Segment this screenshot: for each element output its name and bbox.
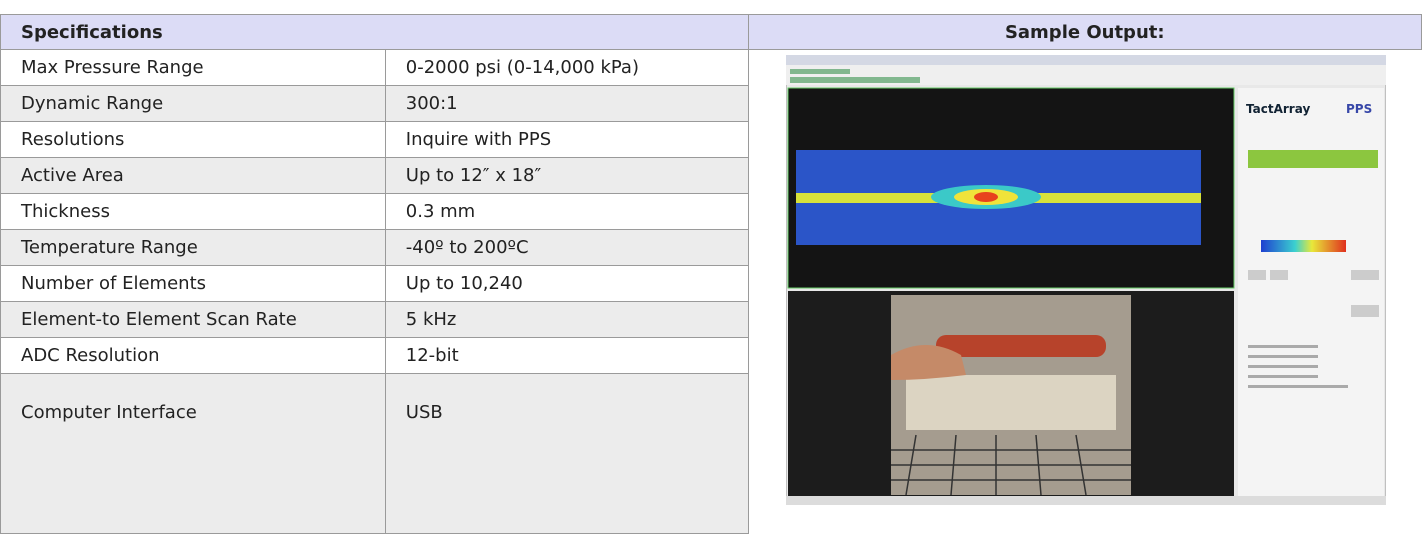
spec-name: Max Pressure Range [0, 49, 386, 86]
spec-value: Up to 10,240 [384, 265, 749, 302]
header-row: Specifications Sample Output: [0, 14, 1422, 50]
spec-row: Number of Elements Up to 10,240 [0, 265, 1422, 302]
spec-name: Active Area [0, 157, 386, 194]
spec-row: ADC Resolution 12-bit [0, 337, 1422, 374]
spec-row: Resolutions Inquire with PPS [0, 121, 1422, 158]
spec-row: Dynamic Range 300:1 [0, 85, 1422, 122]
spec-row: Computer Interface USB [0, 373, 1422, 534]
spec-value: Inquire with PPS [384, 121, 749, 158]
spec-value: 5 kHz [384, 301, 749, 338]
app-title: TactArray [1246, 102, 1310, 116]
spec-value: -40º to 200ºC [384, 229, 749, 266]
sample-output-image: TactArray PPS [786, 55, 1386, 505]
logo: PPS [1346, 102, 1372, 116]
spec-row: Element-to Element Scan Rate 5 kHz [0, 301, 1422, 338]
spec-value: 12-bit [384, 337, 749, 374]
spec-name: Computer Interface [0, 373, 386, 534]
spec-name: ADC Resolution [0, 337, 386, 374]
spec-value: 0-2000 psi (0-14,000 kPa) [384, 49, 749, 86]
spec-row: Thickness 0.3 mm [0, 193, 1422, 230]
header-cell: Sample Output: [747, 14, 1422, 50]
spec-name: Thickness [0, 193, 386, 230]
spec-name: Element-to Element Scan Rate [0, 301, 386, 338]
spec-value: 0.3 mm [384, 193, 749, 230]
spec-name: Number of Elements [0, 265, 386, 302]
spec-name: Dynamic Range [0, 85, 386, 122]
header-cell: Specifications [0, 14, 749, 50]
spec-value: Up to 12″ x 18″ [384, 157, 749, 194]
spec-name: Temperature Range [0, 229, 386, 266]
spec-name: Resolutions [0, 121, 386, 158]
spec-value: USB [384, 373, 749, 534]
spec-row: Active Area Up to 12″ x 18″ [0, 157, 1422, 194]
spec-value: 300:1 [384, 85, 749, 122]
spec-row: Temperature Range -40º to 200ºC [0, 229, 1422, 266]
